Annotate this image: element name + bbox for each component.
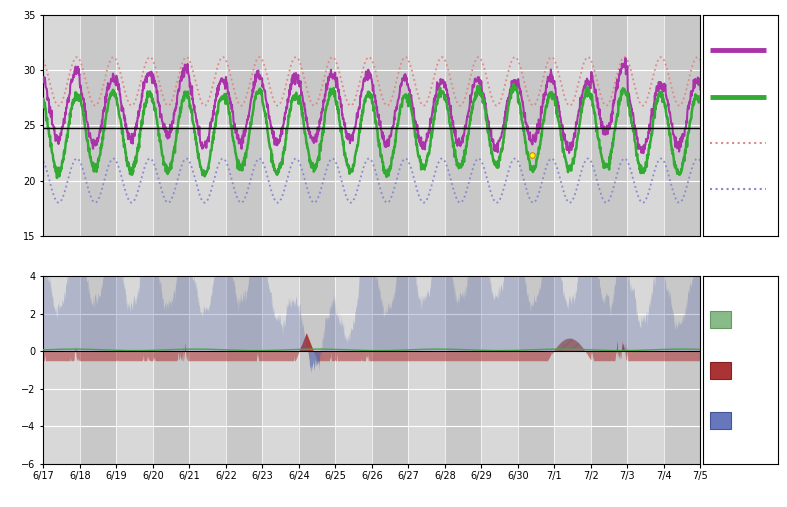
Bar xyxy=(408,276,445,464)
Bar xyxy=(372,276,408,464)
Bar xyxy=(116,15,153,236)
Bar xyxy=(627,15,664,236)
Bar xyxy=(262,276,299,464)
Bar xyxy=(79,15,116,236)
Bar xyxy=(518,276,554,464)
Bar xyxy=(408,15,445,236)
Bar xyxy=(554,276,591,464)
Bar xyxy=(335,15,372,236)
Bar xyxy=(591,276,627,464)
Bar xyxy=(445,276,482,464)
Bar xyxy=(299,276,335,464)
Bar xyxy=(116,276,153,464)
Bar xyxy=(664,276,700,464)
Bar xyxy=(43,276,79,464)
Bar xyxy=(190,276,226,464)
Bar xyxy=(711,311,731,328)
Bar xyxy=(711,412,731,429)
Bar xyxy=(79,276,116,464)
Bar xyxy=(335,276,372,464)
Bar xyxy=(190,15,226,236)
Bar xyxy=(153,15,190,236)
Bar xyxy=(664,15,700,236)
Bar xyxy=(226,15,262,236)
Bar xyxy=(711,361,731,379)
Bar xyxy=(482,15,518,236)
Bar xyxy=(226,276,262,464)
Bar xyxy=(372,15,408,236)
Bar xyxy=(627,276,664,464)
Bar xyxy=(518,15,554,236)
Bar xyxy=(482,276,518,464)
Bar xyxy=(153,276,190,464)
Bar xyxy=(554,15,591,236)
Bar xyxy=(262,15,299,236)
Bar xyxy=(43,15,79,236)
Bar xyxy=(445,15,482,236)
Bar xyxy=(299,15,335,236)
Bar xyxy=(591,15,627,236)
